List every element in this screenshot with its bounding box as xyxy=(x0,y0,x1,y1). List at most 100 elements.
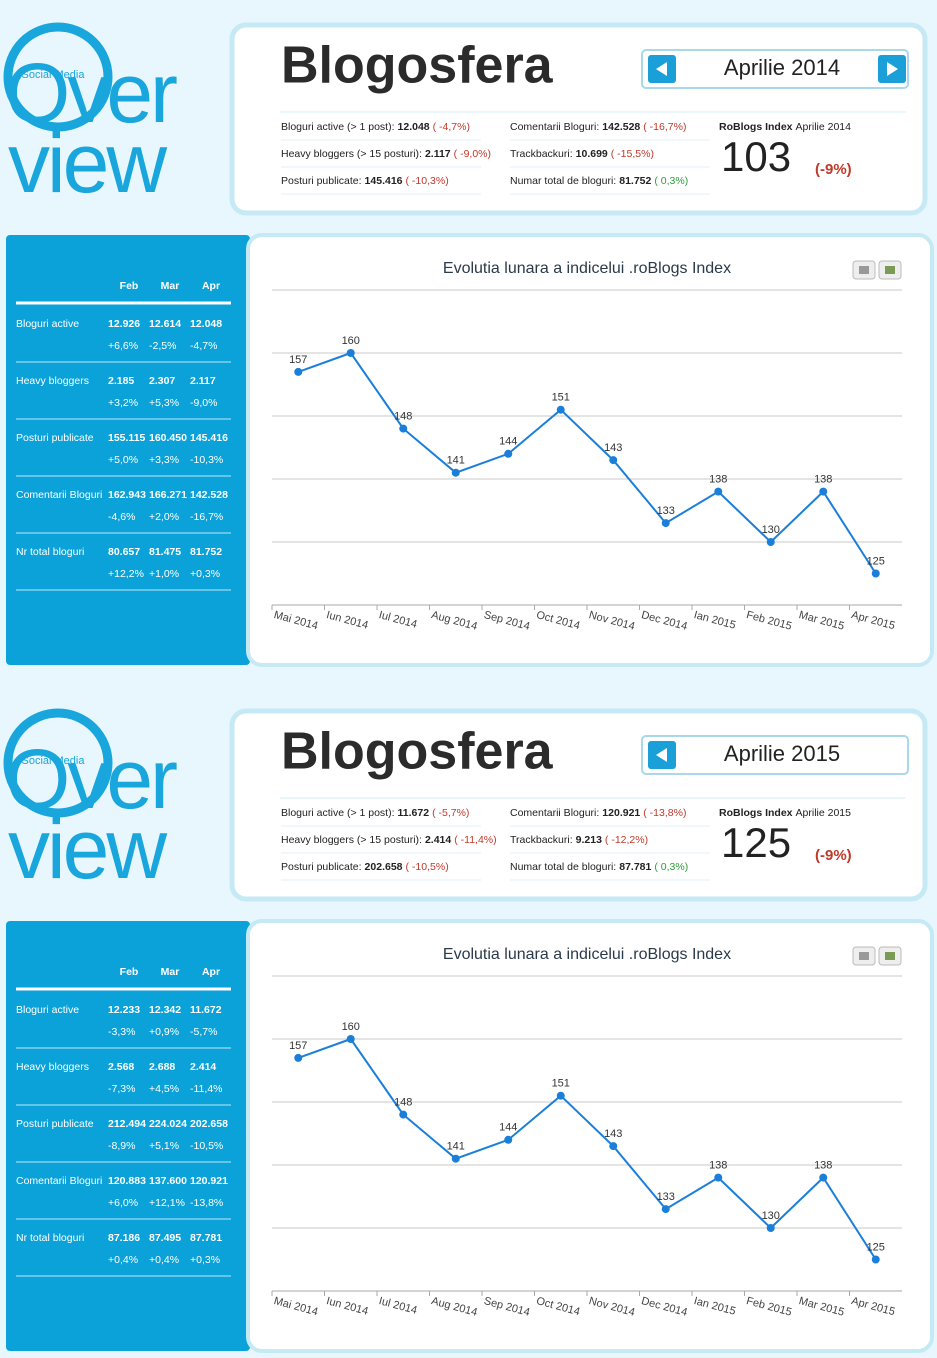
row-change: -9,0% xyxy=(190,397,217,409)
data-label: 151 xyxy=(552,1078,570,1090)
row-value: 202.658 xyxy=(190,1118,228,1130)
stat: Comentarii Bloguri: 120.921( -13,8%) xyxy=(510,807,686,819)
next-button[interactable] xyxy=(878,55,906,83)
stat-value: 81.752 xyxy=(619,175,651,187)
button-icon[interactable] xyxy=(859,266,869,274)
nav-arrow[interactable] xyxy=(656,62,667,76)
stat-value: 2.414 xyxy=(425,834,451,846)
button-icon[interactable] xyxy=(859,952,869,960)
row-value: 2.307 xyxy=(149,375,175,387)
row-change: -2,5% xyxy=(149,340,176,352)
period-label: Aprilie 2015 xyxy=(724,741,840,766)
row-value: 87.781 xyxy=(190,1232,222,1244)
row-change: +3,3% xyxy=(149,454,179,466)
index-change: (-9%) xyxy=(815,847,852,864)
row-name: Posturi publicate xyxy=(16,1118,94,1130)
data-label: 157 xyxy=(289,354,307,366)
line xyxy=(297,1037,877,1261)
row-value: 12.233 xyxy=(108,1004,140,1016)
summary-table: Feb Mar Apr Bloguri active 12.926 +6,6% 12.614… xyxy=(6,235,250,665)
stat: Heavy bloggers (> 15 posturi): 2.414( -11… xyxy=(281,834,497,846)
period-box xyxy=(641,49,909,89)
logo-tag: Social Media xyxy=(22,69,86,81)
table-panel xyxy=(6,921,250,1351)
data-label: 138 xyxy=(814,474,832,486)
stat-change: ( -9,0%) xyxy=(454,148,491,160)
chart-title: Evolutia lunara a indicelui .roBlogs Ind… xyxy=(443,260,731,277)
row-name: Nr total bloguri xyxy=(16,1232,84,1244)
point xyxy=(294,367,303,376)
row-value: 12.342 xyxy=(149,1004,181,1016)
row-change: -16,7% xyxy=(190,511,223,523)
row-value: 81.752 xyxy=(190,546,222,558)
stat-change: ( -10,3%) xyxy=(406,175,449,187)
row-change: +5,0% xyxy=(108,454,138,466)
summary-table: Feb Mar Apr Bloguri active 12.233 -3,3% 12.342… xyxy=(6,921,250,1351)
stat-value: 10.699 xyxy=(576,148,608,160)
logo-word: Over xyxy=(5,46,177,140)
point xyxy=(766,1224,775,1232)
data-label: 148 xyxy=(394,411,412,423)
prev-button[interactable] xyxy=(648,741,676,769)
stat-value: 142.528 xyxy=(602,121,640,133)
row-change: -10,5% xyxy=(190,1140,223,1152)
row-value: 80.657 xyxy=(108,546,140,558)
stat-change: ( -10,5%) xyxy=(406,861,449,873)
point xyxy=(819,1173,828,1182)
point xyxy=(661,519,670,528)
stat-value: 87.781 xyxy=(619,861,651,873)
nav-arrow[interactable] xyxy=(887,62,898,76)
row-value: 2.185 xyxy=(108,375,134,387)
column-header: Feb xyxy=(120,966,139,978)
stat: Posturi publicate: 145.416( -10,3%) xyxy=(281,175,449,187)
button-icon[interactable] xyxy=(885,952,895,960)
chart-title: Evolutia lunara a indicelui .roBlogs Ind… xyxy=(443,946,731,963)
data-label: 125 xyxy=(867,555,885,567)
stat-label: Bloguri active (> 1 post): xyxy=(281,121,395,133)
stat-change: ( -11,4%) xyxy=(454,834,496,846)
stat-change: ( -5,7%) xyxy=(432,807,469,819)
row-value: 2.688 xyxy=(149,1061,175,1073)
point xyxy=(346,1035,355,1043)
row-change: +5,1% xyxy=(149,1140,179,1152)
prev-button[interactable] xyxy=(648,55,676,83)
stat-value: 202.658 xyxy=(365,861,403,873)
stat-label: Comentarii Bloguri: xyxy=(510,807,599,819)
row-change: +0,3% xyxy=(190,1254,220,1266)
row-change: +0,4% xyxy=(149,1254,179,1266)
row-change: +0,4% xyxy=(108,1254,138,1266)
row-value: 2.568 xyxy=(108,1061,134,1073)
stat-label: Numar total de bloguri: xyxy=(510,861,616,873)
stat: Heavy bloggers (> 15 posturi): 2.117( -9,… xyxy=(281,148,491,160)
row-change: +5,3% xyxy=(149,397,179,409)
stat-label: Posturi publicate: xyxy=(281,175,362,187)
row-value: 87.186 xyxy=(108,1232,140,1244)
index-label: RoBlogs Index xyxy=(719,807,793,819)
data-label: 141 xyxy=(447,1141,465,1153)
header-title: Blogosfera xyxy=(281,37,554,95)
row-name: Nr total bloguri xyxy=(16,546,84,558)
column-header: Apr xyxy=(202,280,220,292)
row-value: 142.528 xyxy=(190,489,228,501)
row-change: -3,3% xyxy=(108,1026,135,1038)
row-value: 224.024 xyxy=(149,1118,187,1130)
row-change: -10,3% xyxy=(190,454,223,466)
index-change: (-9%) xyxy=(815,161,852,178)
row-change: +12,1% xyxy=(149,1197,185,1209)
button-icon[interactable] xyxy=(885,266,895,274)
row-value: 155.115 xyxy=(108,432,146,444)
data-label: 157 xyxy=(289,1040,307,1052)
nav-arrow[interactable] xyxy=(656,748,667,762)
logo-tag: Social Media xyxy=(22,755,86,767)
row-value: 81.475 xyxy=(149,546,181,558)
row-value: 145.416 xyxy=(190,432,228,444)
point xyxy=(451,1154,460,1163)
logo-word: view xyxy=(8,802,167,896)
stat-value: 2.117 xyxy=(425,148,451,160)
stat: Trackbackuri: 9.213( -12,2%) xyxy=(510,834,648,846)
point xyxy=(714,1173,723,1182)
